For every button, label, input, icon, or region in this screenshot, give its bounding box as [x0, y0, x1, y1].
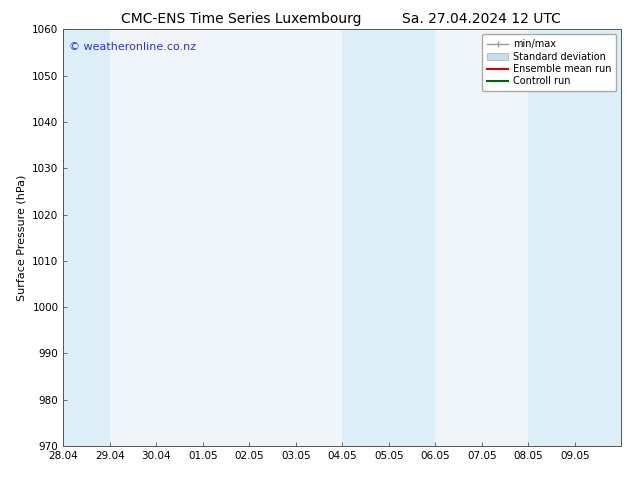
Text: CMC-ENS Time Series Luxembourg: CMC-ENS Time Series Luxembourg [120, 12, 361, 26]
Legend: min/max, Standard deviation, Ensemble mean run, Controll run: min/max, Standard deviation, Ensemble me… [482, 34, 616, 91]
Bar [528, 29, 621, 446]
Text: © weatheronline.co.nz: © weatheronline.co.nz [69, 42, 196, 52]
Text: Sa. 27.04.2024 12 UTC: Sa. 27.04.2024 12 UTC [403, 12, 561, 26]
Bar [342, 29, 436, 446]
Y-axis label: Surface Pressure (hPa): Surface Pressure (hPa) [16, 174, 27, 301]
Bar [63, 29, 110, 446]
